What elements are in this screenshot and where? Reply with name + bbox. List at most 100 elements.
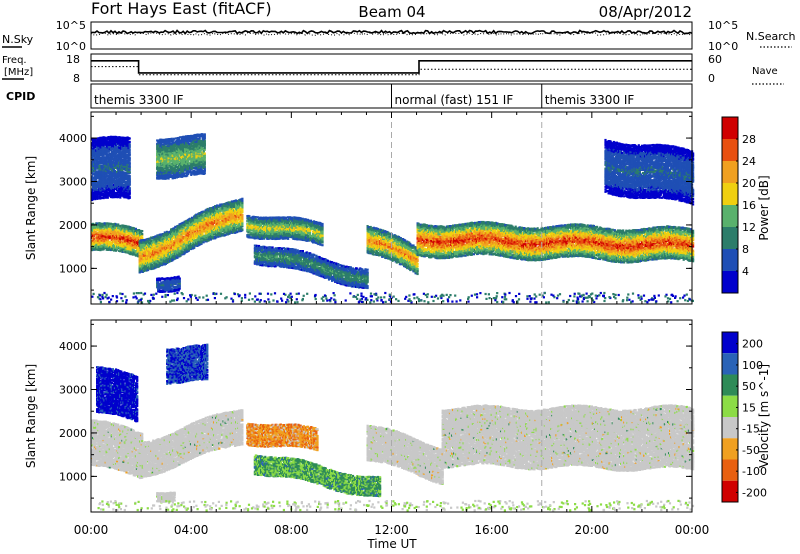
range-cell	[321, 244, 324, 247]
range-cell	[173, 227, 176, 230]
range-cell	[229, 202, 232, 205]
range-cell	[163, 244, 166, 247]
range-cell	[117, 231, 120, 234]
range-cell	[153, 266, 156, 269]
range-cell	[200, 242, 203, 245]
range-cell	[155, 240, 158, 243]
range-cell	[155, 246, 158, 249]
range-cell	[175, 251, 178, 254]
range-cell	[134, 227, 137, 230]
range-cell	[425, 224, 429, 227]
range-cell	[228, 212, 231, 215]
range-cell	[185, 224, 188, 227]
range-cell	[107, 244, 110, 248]
range-cell	[108, 231, 111, 234]
range-cell	[207, 222, 210, 225]
range-cell	[229, 203, 232, 207]
range-cell	[91, 235, 94, 238]
range-cell	[108, 226, 111, 230]
range-cell	[120, 241, 123, 244]
range-cell	[170, 250, 173, 253]
range-cell	[202, 241, 205, 244]
nsky-trace	[90, 29, 693, 35]
range-cell	[151, 248, 154, 251]
freq-label-2: [MHz]	[4, 67, 33, 78]
range-cell	[219, 212, 222, 216]
range-cell	[211, 234, 215, 237]
range-cell	[163, 248, 166, 252]
range-cell	[141, 270, 144, 273]
range-cell	[153, 257, 156, 260]
range-cell	[108, 235, 111, 238]
range-cell	[110, 242, 113, 245]
range-cell	[192, 230, 195, 233]
range-cell	[416, 268, 419, 271]
range-cell	[120, 236, 123, 239]
range-cell	[108, 246, 111, 249]
range-cell	[186, 225, 189, 228]
range-cell	[197, 216, 200, 220]
freq-tick-top: 18	[66, 53, 80, 66]
range-cell	[141, 253, 144, 256]
range-cell	[166, 244, 170, 248]
range-cell	[219, 227, 222, 230]
range-cell	[142, 269, 145, 273]
range-cell	[172, 248, 175, 251]
range-cell	[106, 240, 109, 243]
range-cell	[185, 244, 188, 247]
range-cell	[399, 263, 402, 266]
range-cell	[142, 242, 145, 245]
range-cell	[197, 219, 200, 222]
range-cell	[184, 230, 187, 234]
range-cell	[153, 236, 156, 239]
range-cell	[108, 222, 111, 225]
range-cell	[197, 240, 200, 243]
range-cell	[163, 239, 166, 242]
range-cell	[175, 229, 178, 232]
range-cell	[103, 244, 106, 247]
range-cell	[175, 239, 178, 243]
range-cell	[213, 230, 216, 233]
range-cell	[241, 197, 244, 200]
range-cell	[229, 228, 232, 231]
range-cell	[321, 240, 324, 243]
range-cell	[204, 219, 207, 223]
range-cell	[107, 224, 110, 227]
range-cell	[416, 272, 419, 276]
range-cell	[132, 229, 135, 232]
range-cell	[122, 224, 125, 227]
range-cell	[231, 229, 234, 232]
range-cell	[141, 257, 144, 260]
range-cell	[178, 238, 181, 241]
range-cell	[108, 240, 111, 243]
cpid-segment-label: normal (fast) 151 IF	[395, 93, 514, 107]
range-cell	[175, 246, 178, 249]
freq-tick-bottom: 8	[73, 72, 80, 85]
range-cell	[196, 233, 199, 237]
range-cell	[155, 250, 158, 253]
range-cell	[144, 243, 148, 246]
range-cell	[219, 220, 222, 223]
range-cell	[120, 238, 123, 241]
range-cell	[214, 231, 217, 234]
range-cell	[229, 230, 232, 233]
range-cell	[141, 248, 144, 251]
nsky-tick-bottom: 10^0	[56, 40, 86, 53]
range-cell	[93, 225, 96, 228]
range-cell	[163, 231, 166, 234]
range-cell	[147, 244, 150, 247]
range-cell	[416, 262, 419, 265]
range-cell	[156, 238, 159, 241]
range-cell	[131, 244, 134, 247]
range-cell	[229, 211, 232, 214]
range-cell	[193, 224, 196, 227]
range-cell	[195, 224, 198, 227]
range-cell	[427, 233, 430, 236]
range-cell	[224, 206, 227, 209]
range-cell	[154, 256, 157, 259]
range-cell	[112, 227, 116, 230]
range-cell	[220, 229, 223, 232]
range-cell	[132, 249, 135, 252]
range-cell	[171, 238, 174, 241]
